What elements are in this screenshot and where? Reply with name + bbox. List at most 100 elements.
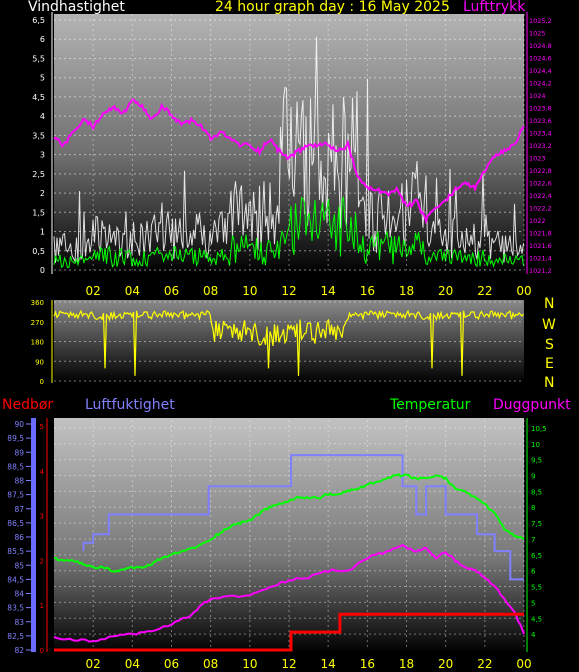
temperature-tick-label: 7 [531, 536, 535, 544]
pressure-tick-label: 1024,6 [529, 55, 552, 63]
hour-tick-label: 06 [164, 284, 179, 298]
hour-tick-label: 02 [86, 657, 101, 671]
humidity-tick-label: 89,5 [7, 434, 24, 443]
page-title: 24 hour graph day : 16 May 2025 [215, 0, 450, 15]
direction-tick-label: 0 [40, 378, 44, 386]
wind-tick-label: 3,5 [32, 131, 45, 140]
pressure-line [53, 98, 525, 226]
temperature-tick-label: 9,5 [531, 457, 542, 465]
compass-label-n1: N [544, 296, 555, 312]
pressure-tick-label: 1025,2 [529, 17, 552, 25]
temperature-tick-label: 9 [531, 473, 535, 481]
pressure-tick-label: 1023,6 [529, 117, 552, 125]
temperature-tick-label: 7,5 [531, 520, 542, 528]
humidity-tick-label: 85,5 [7, 547, 24, 556]
pressure-tick-label: 1021,8 [529, 230, 552, 238]
hour-tick-label: 22 [477, 657, 492, 671]
humidity-tick-label: 82,5 [7, 632, 24, 641]
humidity-tick-label: 88 [14, 477, 24, 486]
temperature-tick-label: 10 [531, 441, 540, 449]
humidity-tick-label: 83 [14, 618, 24, 627]
hour-tick-label: 16 [360, 657, 375, 671]
pressure-tick-label: 1022,2 [529, 205, 552, 213]
rain-tick-label: 4 [40, 468, 45, 476]
hour-tick-label: 10 [242, 284, 257, 298]
temperature-tick-label: 10,5 [531, 425, 547, 433]
rain-tick-label: 2 [40, 557, 44, 565]
wind-tick-label: 4 [40, 112, 45, 121]
direction-tick-label: 90 [35, 358, 44, 366]
wind-axis-label: Vindhastighet [28, 0, 125, 15]
rain-tick-label: 3 [40, 513, 44, 521]
wind-tick-label: 1,5 [32, 208, 45, 217]
pressure-tick-label: 1024,4 [529, 67, 552, 75]
compass-label-w: W [542, 317, 556, 333]
pressure-tick-label: 1022,8 [529, 167, 552, 175]
hour-tick-label: 00 [516, 284, 531, 298]
rain-tick-label: 5 [40, 423, 44, 431]
wind-tick-label: 1 [40, 228, 45, 237]
humidity-tick-label: 87,5 [7, 491, 24, 500]
wind-tick-label: 5,5 [32, 54, 45, 63]
hour-tick-label: 14 [321, 657, 336, 671]
hour-tick-label: 16 [360, 284, 375, 298]
humidity-tick-label: 84 [14, 590, 24, 599]
hour-tick-label: 12 [281, 657, 296, 671]
pressure-axis-label: Lufttrykk [463, 0, 526, 15]
wind-average-line [53, 195, 524, 269]
rain-line [54, 612, 524, 652]
wind-tick-label: 3 [40, 151, 45, 160]
temperature-tick-label: 6 [531, 568, 536, 576]
wind-tick-label: 0 [40, 266, 45, 275]
humidity-tick-label: 89 [14, 448, 24, 457]
hour-tick-label: 12 [281, 284, 296, 298]
pressure-tick-label: 1023 [529, 155, 546, 163]
humidity-tick-label: 86 [14, 533, 24, 542]
wind-tick-label: 2 [40, 189, 45, 198]
hour-tick-label: 04 [125, 657, 140, 671]
temperature-tick-label: 5 [531, 599, 535, 607]
temperature-tick-label: 8,5 [531, 488, 542, 496]
pressure-tick-label: 1023,4 [529, 130, 552, 138]
hour-tick-label: 00 [516, 657, 531, 671]
pressure-tick-label: 1021,2 [529, 267, 552, 275]
humidity-line [82, 454, 524, 581]
hour-tick-label: 18 [399, 284, 414, 298]
hour-tick-label: 08 [203, 657, 218, 671]
humidity-tick-label: 86,5 [7, 519, 24, 528]
pressure-tick-label: 1021,6 [529, 242, 552, 250]
hour-tick-label: 18 [399, 657, 414, 671]
wind-tick-label: 2,5 [32, 170, 45, 179]
compass-label-e: E [545, 356, 554, 372]
wind-direction-line [53, 309, 524, 376]
hour-tick-label: 10 [242, 657, 257, 671]
temperature-tick-label: 4,5 [531, 615, 542, 623]
temperature-line [53, 473, 525, 573]
humidity-tick-label: 87 [14, 505, 24, 514]
temperature-tick-label: 8 [531, 504, 535, 512]
hour-tick-label: 04 [125, 284, 140, 298]
compass-label-s: S [545, 337, 554, 353]
direction-tick-label: 180 [31, 339, 44, 347]
humidity-tick-label: 83,5 [7, 604, 24, 613]
dewpoint-axis-label: Duggpunkt [493, 397, 571, 413]
pressure-tick-label: 1022,6 [529, 180, 552, 188]
humidity-tick-label: 85 [14, 561, 24, 570]
hour-tick-label: 08 [203, 284, 218, 298]
pressure-tick-label: 1021,4 [529, 255, 552, 263]
temperature-tick-label: 4 [531, 631, 536, 639]
humidity-tick-label: 88,5 [7, 462, 24, 471]
humidity-tick-label: 82 [14, 646, 24, 655]
humidity-scale-bar [31, 418, 36, 652]
hour-tick-label: 02 [86, 284, 101, 298]
hour-tick-label: 20 [438, 657, 453, 671]
temperature-tick-label: 6,5 [531, 552, 542, 560]
dewpoint-line [53, 543, 525, 643]
pressure-tick-label: 1024,2 [529, 80, 552, 88]
humidity-tick-label: 84,5 [7, 575, 24, 584]
rain-axis-label: Nedbør [2, 397, 54, 413]
pressure-tick-label: 1022 [529, 217, 546, 225]
pressure-tick-label: 1024,8 [529, 42, 552, 50]
rain-tick-label: 0 [40, 647, 44, 655]
